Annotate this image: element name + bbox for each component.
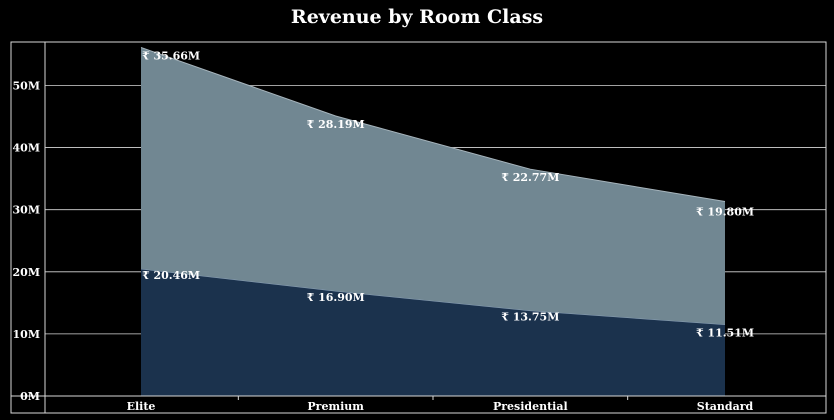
axis-layer: 0M 10M 20M 30M 40M 50M Elite Premium Presidentia… [13,79,754,413]
data-label: ₹ 20.46M [142,269,200,282]
y-tick-label: 0M [20,390,40,403]
series-area-0 [141,268,725,396]
series-line-1 [140,46,726,203]
data-label: ₹ 13.75M [501,311,559,324]
y-tick-label: 40M [13,142,40,155]
x-tick-label: Presidential [493,400,568,413]
x-tick-label: Standard [697,400,754,413]
data-label: ₹ 11.51M [696,327,754,340]
plot-frame [10,41,827,414]
y-tick-label: 20M [13,266,40,279]
data-label: ₹ 19.80M [696,206,754,219]
chart-title: Revenue by Room Class [290,6,544,28]
data-label: ₹ 16.90M [307,291,365,304]
frame-layer [10,41,827,414]
data-label: ₹ 35.66M [142,49,200,62]
x-tick-label: Premium [307,400,364,413]
data-label: ₹ 22.77M [501,171,559,184]
y-tick-label: 10M [13,328,40,341]
label-layer: ₹ 20.46M ₹ 16.90M ₹ 13.75M ₹ 11.51M ₹ 35.66M… [142,49,754,339]
y-tick-label: 50M [13,79,40,92]
y-tick-label: 30M [13,204,40,217]
area-layer [140,46,726,396]
series-area-1 [141,47,725,325]
data-label: ₹ 28.19M [307,118,365,131]
x-tick-label: Elite [127,400,156,413]
